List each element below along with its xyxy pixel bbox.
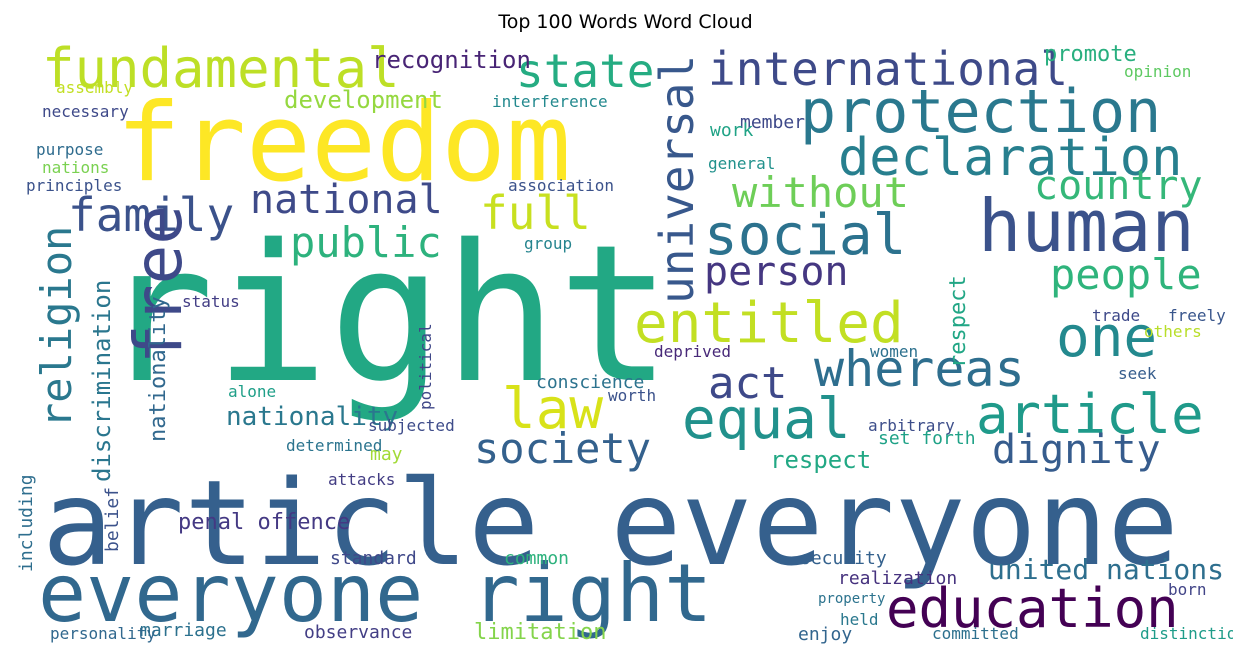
word-including: including <box>18 474 37 572</box>
word-religion: religion <box>32 225 81 428</box>
word-set-forth: set forth <box>878 428 976 449</box>
word-society: society <box>474 424 652 473</box>
word-deprived: women <box>870 342 919 361</box>
word-law: law <box>502 377 604 442</box>
word-public: public <box>290 218 442 267</box>
word-alone: status <box>182 292 240 311</box>
word-without: without <box>732 168 910 217</box>
word-status: worth <box>608 386 657 405</box>
word-property: opinion <box>1124 62 1192 81</box>
word-distinction: committed <box>932 624 1019 643</box>
word-enjoy: work <box>710 120 754 141</box>
word-right: right <box>100 204 672 425</box>
word-observance: enjoy <box>798 624 853 645</box>
word-assembly: necessary <box>42 102 129 121</box>
word-freedom: freedom <box>116 81 572 206</box>
word-article: article <box>976 383 1204 446</box>
word-security: may <box>370 444 403 465</box>
word-others: seek <box>1118 364 1157 383</box>
word-person: person <box>704 249 849 295</box>
word-principles: nations <box>42 158 110 177</box>
word-seek: born <box>1168 580 1207 599</box>
word-respect: nationality <box>226 402 399 432</box>
word-international: international <box>708 42 1069 96</box>
word-trade: freely <box>1168 306 1226 325</box>
word-work: member <box>740 112 806 133</box>
word-fundamental: fundamental <box>42 42 400 100</box>
word-universal: universal <box>650 54 704 304</box>
word-effective: common <box>504 548 570 569</box>
word-equal: equal <box>682 387 851 452</box>
word-life: realization <box>838 568 958 589</box>
word-cloud: right article everyone freedom everyone … <box>18 42 1233 646</box>
word-national: national <box>250 177 443 223</box>
word-committed: property <box>818 591 886 607</box>
word-limitation: development <box>284 86 443 114</box>
word-opinion: purpose <box>36 140 104 159</box>
word-article-everyone: article everyone <box>42 454 1179 592</box>
word-group: group <box>524 234 573 253</box>
word-attacks: attacks <box>328 470 396 489</box>
word-country: country <box>1034 163 1203 209</box>
word-act: act <box>708 358 788 409</box>
word-penal-offence: promote <box>1044 42 1137 67</box>
word-family: family <box>68 188 235 242</box>
word-protection: protection <box>800 77 1162 147</box>
word-state: state <box>516 44 655 98</box>
word-entitled: entitled <box>634 291 904 356</box>
word-declaration: declaration <box>838 128 1183 188</box>
word-guilty: political <box>416 323 435 410</box>
word-one: one <box>1056 305 1158 370</box>
word-women: trade <box>1092 306 1141 325</box>
word-political: deprived <box>654 342 732 361</box>
word-united-nations: united nations <box>988 553 1225 586</box>
word-common: personality <box>50 624 156 643</box>
word-education: education <box>886 577 1179 640</box>
word-may: penal offence <box>178 510 351 535</box>
word-determined: determined <box>286 436 383 455</box>
word-personality: marriage <box>140 620 227 641</box>
word-social: social <box>704 203 907 268</box>
word-born: held <box>840 610 879 629</box>
word-development: respect <box>770 446 872 474</box>
word-member: limitation <box>474 620 607 645</box>
word-everyone-right: everyone right <box>38 547 713 640</box>
word-freely: others <box>1144 322 1202 341</box>
word-purpose: assembly <box>56 78 134 97</box>
word-recognition: respect <box>946 275 971 368</box>
word-human: human <box>978 184 1195 268</box>
word-nations: general <box>708 154 776 173</box>
word-promote: recognition <box>372 46 531 74</box>
word-dignity: dignity <box>992 427 1161 473</box>
word-marriage: security <box>800 548 887 569</box>
word-realization: standard <box>330 548 417 569</box>
word-whereas: whereas <box>814 340 1025 398</box>
word-arbitrary: arbitrary <box>868 416 955 435</box>
word-belief: belief <box>102 486 123 552</box>
word-full: full <box>480 186 591 240</box>
word-necessary: principles <box>26 176 123 195</box>
word-association: association <box>508 176 614 195</box>
word-discrimination: discrimination <box>88 279 116 482</box>
word-nationality: nationality <box>146 296 171 442</box>
word-general: alone <box>228 382 277 401</box>
word-subjected: subjected <box>368 416 455 435</box>
word-interference: interference <box>492 92 608 111</box>
word-standard: observance <box>304 622 413 643</box>
word-held: distinction <box>1140 624 1233 643</box>
figure-title: Top 100 Words Word Cloud <box>498 11 753 33</box>
word-conscience: conscience <box>536 372 645 393</box>
word-people: people <box>1050 250 1202 299</box>
